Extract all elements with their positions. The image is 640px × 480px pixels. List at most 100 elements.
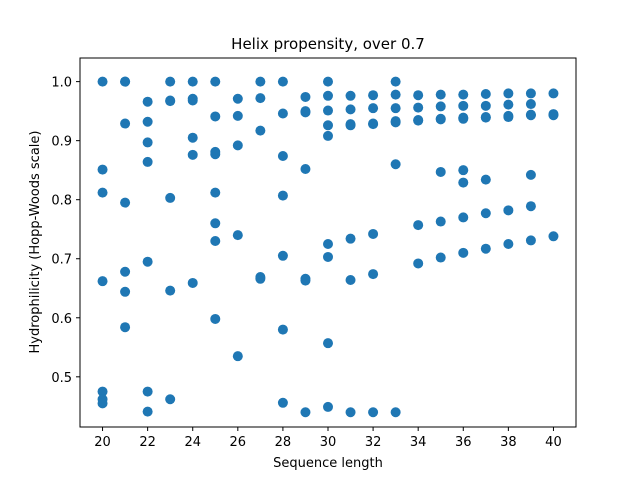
x-tick-label: 38 xyxy=(500,435,517,450)
data-point xyxy=(165,285,176,296)
data-point xyxy=(232,351,243,362)
data-point xyxy=(435,89,446,100)
data-point xyxy=(120,197,131,208)
data-point xyxy=(323,238,333,249)
data-point xyxy=(142,137,153,148)
data-point xyxy=(458,247,469,258)
data-point xyxy=(277,397,288,408)
data-point xyxy=(187,132,198,143)
data-point xyxy=(413,90,424,101)
data-point xyxy=(300,275,311,286)
y-tick-label: 0.6 xyxy=(51,312,72,327)
data-point xyxy=(142,116,153,127)
data-point xyxy=(390,76,401,87)
data-point xyxy=(435,101,446,112)
data-point xyxy=(323,338,333,349)
data-point xyxy=(368,119,379,130)
data-point xyxy=(525,110,536,121)
data-point xyxy=(368,90,379,101)
x-tick-label: 40 xyxy=(545,435,562,450)
data-point xyxy=(165,76,176,87)
y-tick-label: 0.7 xyxy=(51,253,72,268)
data-point xyxy=(277,190,288,201)
data-point xyxy=(255,273,266,284)
data-point xyxy=(97,164,108,175)
y-tick-label: 0.9 xyxy=(51,135,72,150)
data-points xyxy=(97,76,559,418)
data-point xyxy=(277,108,288,119)
data-point xyxy=(345,104,356,115)
data-point xyxy=(277,151,288,162)
data-point xyxy=(97,76,108,87)
data-point xyxy=(368,269,379,280)
data-point xyxy=(187,277,198,288)
data-point xyxy=(232,140,243,151)
data-point xyxy=(413,220,424,231)
data-point xyxy=(232,110,243,121)
data-point xyxy=(323,120,333,131)
data-point xyxy=(187,76,198,87)
data-point xyxy=(210,187,221,198)
data-point xyxy=(277,76,288,87)
axis-ticks: 20 22 24 26 28 30 32 34 36 38 40 0.5 0.6 0.7 0.8 0.9 1.0 xyxy=(51,76,561,450)
data-point xyxy=(142,406,153,417)
data-point xyxy=(210,236,221,247)
data-point xyxy=(390,117,401,128)
plot-frame xyxy=(79,57,577,428)
data-point xyxy=(187,95,198,106)
data-point xyxy=(120,286,131,297)
data-point xyxy=(255,76,266,87)
data-point xyxy=(480,112,491,123)
data-point xyxy=(277,324,288,335)
x-tick-label: 32 xyxy=(365,435,382,450)
data-point xyxy=(300,91,311,102)
data-point xyxy=(368,103,379,114)
data-point xyxy=(458,89,469,100)
data-point xyxy=(120,76,131,87)
data-point xyxy=(480,89,491,100)
x-tick-label: 24 xyxy=(184,435,201,450)
data-point xyxy=(548,88,559,99)
data-point xyxy=(210,76,221,87)
data-point xyxy=(368,228,379,239)
x-axis-label: Sequence length xyxy=(273,456,383,471)
data-point xyxy=(300,407,311,418)
data-point xyxy=(458,165,469,176)
data-point xyxy=(97,386,108,397)
y-axis-label: Hydrophilicity (Hopp-Woods scale) xyxy=(28,131,43,354)
data-point xyxy=(480,100,491,111)
data-point xyxy=(548,110,559,121)
data-point xyxy=(345,233,356,244)
data-point xyxy=(458,100,469,111)
data-point xyxy=(323,76,333,87)
y-tick-label: 0.8 xyxy=(51,194,72,209)
data-point xyxy=(503,88,514,99)
data-point xyxy=(458,212,469,223)
x-tick-label: 26 xyxy=(230,435,247,450)
data-point xyxy=(503,99,514,110)
data-point xyxy=(277,250,288,261)
data-point xyxy=(480,243,491,254)
data-point xyxy=(390,407,401,418)
data-point xyxy=(232,230,243,241)
x-tick-label: 28 xyxy=(275,435,292,450)
data-point xyxy=(390,89,401,100)
data-point xyxy=(187,149,198,160)
data-point xyxy=(323,105,333,116)
data-point xyxy=(345,90,356,101)
data-point xyxy=(142,96,153,107)
y-tick-label: 0.5 xyxy=(51,371,72,386)
data-point xyxy=(120,118,131,129)
data-point xyxy=(210,111,221,122)
data-point xyxy=(413,102,424,113)
data-point xyxy=(300,163,311,174)
data-point xyxy=(525,88,536,99)
data-point xyxy=(345,120,356,131)
data-point xyxy=(323,90,333,101)
data-point xyxy=(458,113,469,124)
data-point xyxy=(165,192,176,203)
data-point xyxy=(300,107,311,118)
data-point xyxy=(390,103,401,114)
data-point xyxy=(210,313,221,324)
